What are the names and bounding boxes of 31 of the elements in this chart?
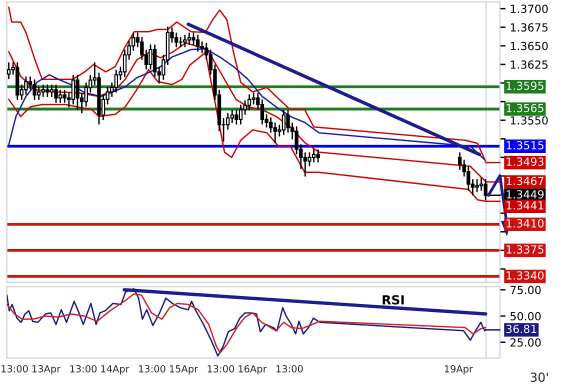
x-tick-label: 13Apr xyxy=(32,365,61,374)
x-tick-label: 13:00 xyxy=(70,365,97,372)
annotation: RSI xyxy=(382,295,404,305)
y-tick-label: 25.00 xyxy=(510,338,541,347)
y-tick-label: 1.3700 xyxy=(510,4,548,14)
ref-line-label: 1.3375 xyxy=(506,245,544,254)
x-tick-label: 13:00 xyxy=(2,365,28,372)
y-tick-label: 1.3650 xyxy=(510,42,548,50)
annotation: 1.3441 xyxy=(506,201,544,210)
x-tick-label: 13:00 xyxy=(208,365,234,372)
ref-line-label: 1.3565 xyxy=(506,104,544,112)
x-axis-title: 30' xyxy=(530,372,548,382)
y-tick-label: 75.00 xyxy=(510,286,541,294)
ref-line-label: 1.3595 xyxy=(506,82,544,90)
annotation: 1.3449 xyxy=(506,190,544,199)
y-tick-label: 50.00 xyxy=(510,312,541,320)
x-tick-label: 13:00 xyxy=(276,365,303,372)
y-tick-label: 1.3550 xyxy=(510,116,548,125)
x-tick-label: 14Apr xyxy=(101,365,130,374)
ref-line-label: 1.3340 xyxy=(506,271,544,280)
x-tick-label: 15Apr xyxy=(170,365,198,374)
x-tick-label: 16Apr xyxy=(238,365,267,374)
ref-line-label: 1.3515 xyxy=(506,141,544,150)
y-tick-label: 1.3675 xyxy=(510,23,548,32)
annotation: 1.3493 xyxy=(506,157,544,166)
ref-line-label: 1.3410 xyxy=(506,219,544,228)
x-tick-label: 19Apr xyxy=(444,365,473,374)
annotation: 1.3467 xyxy=(506,176,544,186)
x-tick-label: 13:00 xyxy=(139,365,166,372)
annotation: 36.81 xyxy=(506,324,536,334)
y-tick-label: 1.3625 xyxy=(510,60,548,69)
